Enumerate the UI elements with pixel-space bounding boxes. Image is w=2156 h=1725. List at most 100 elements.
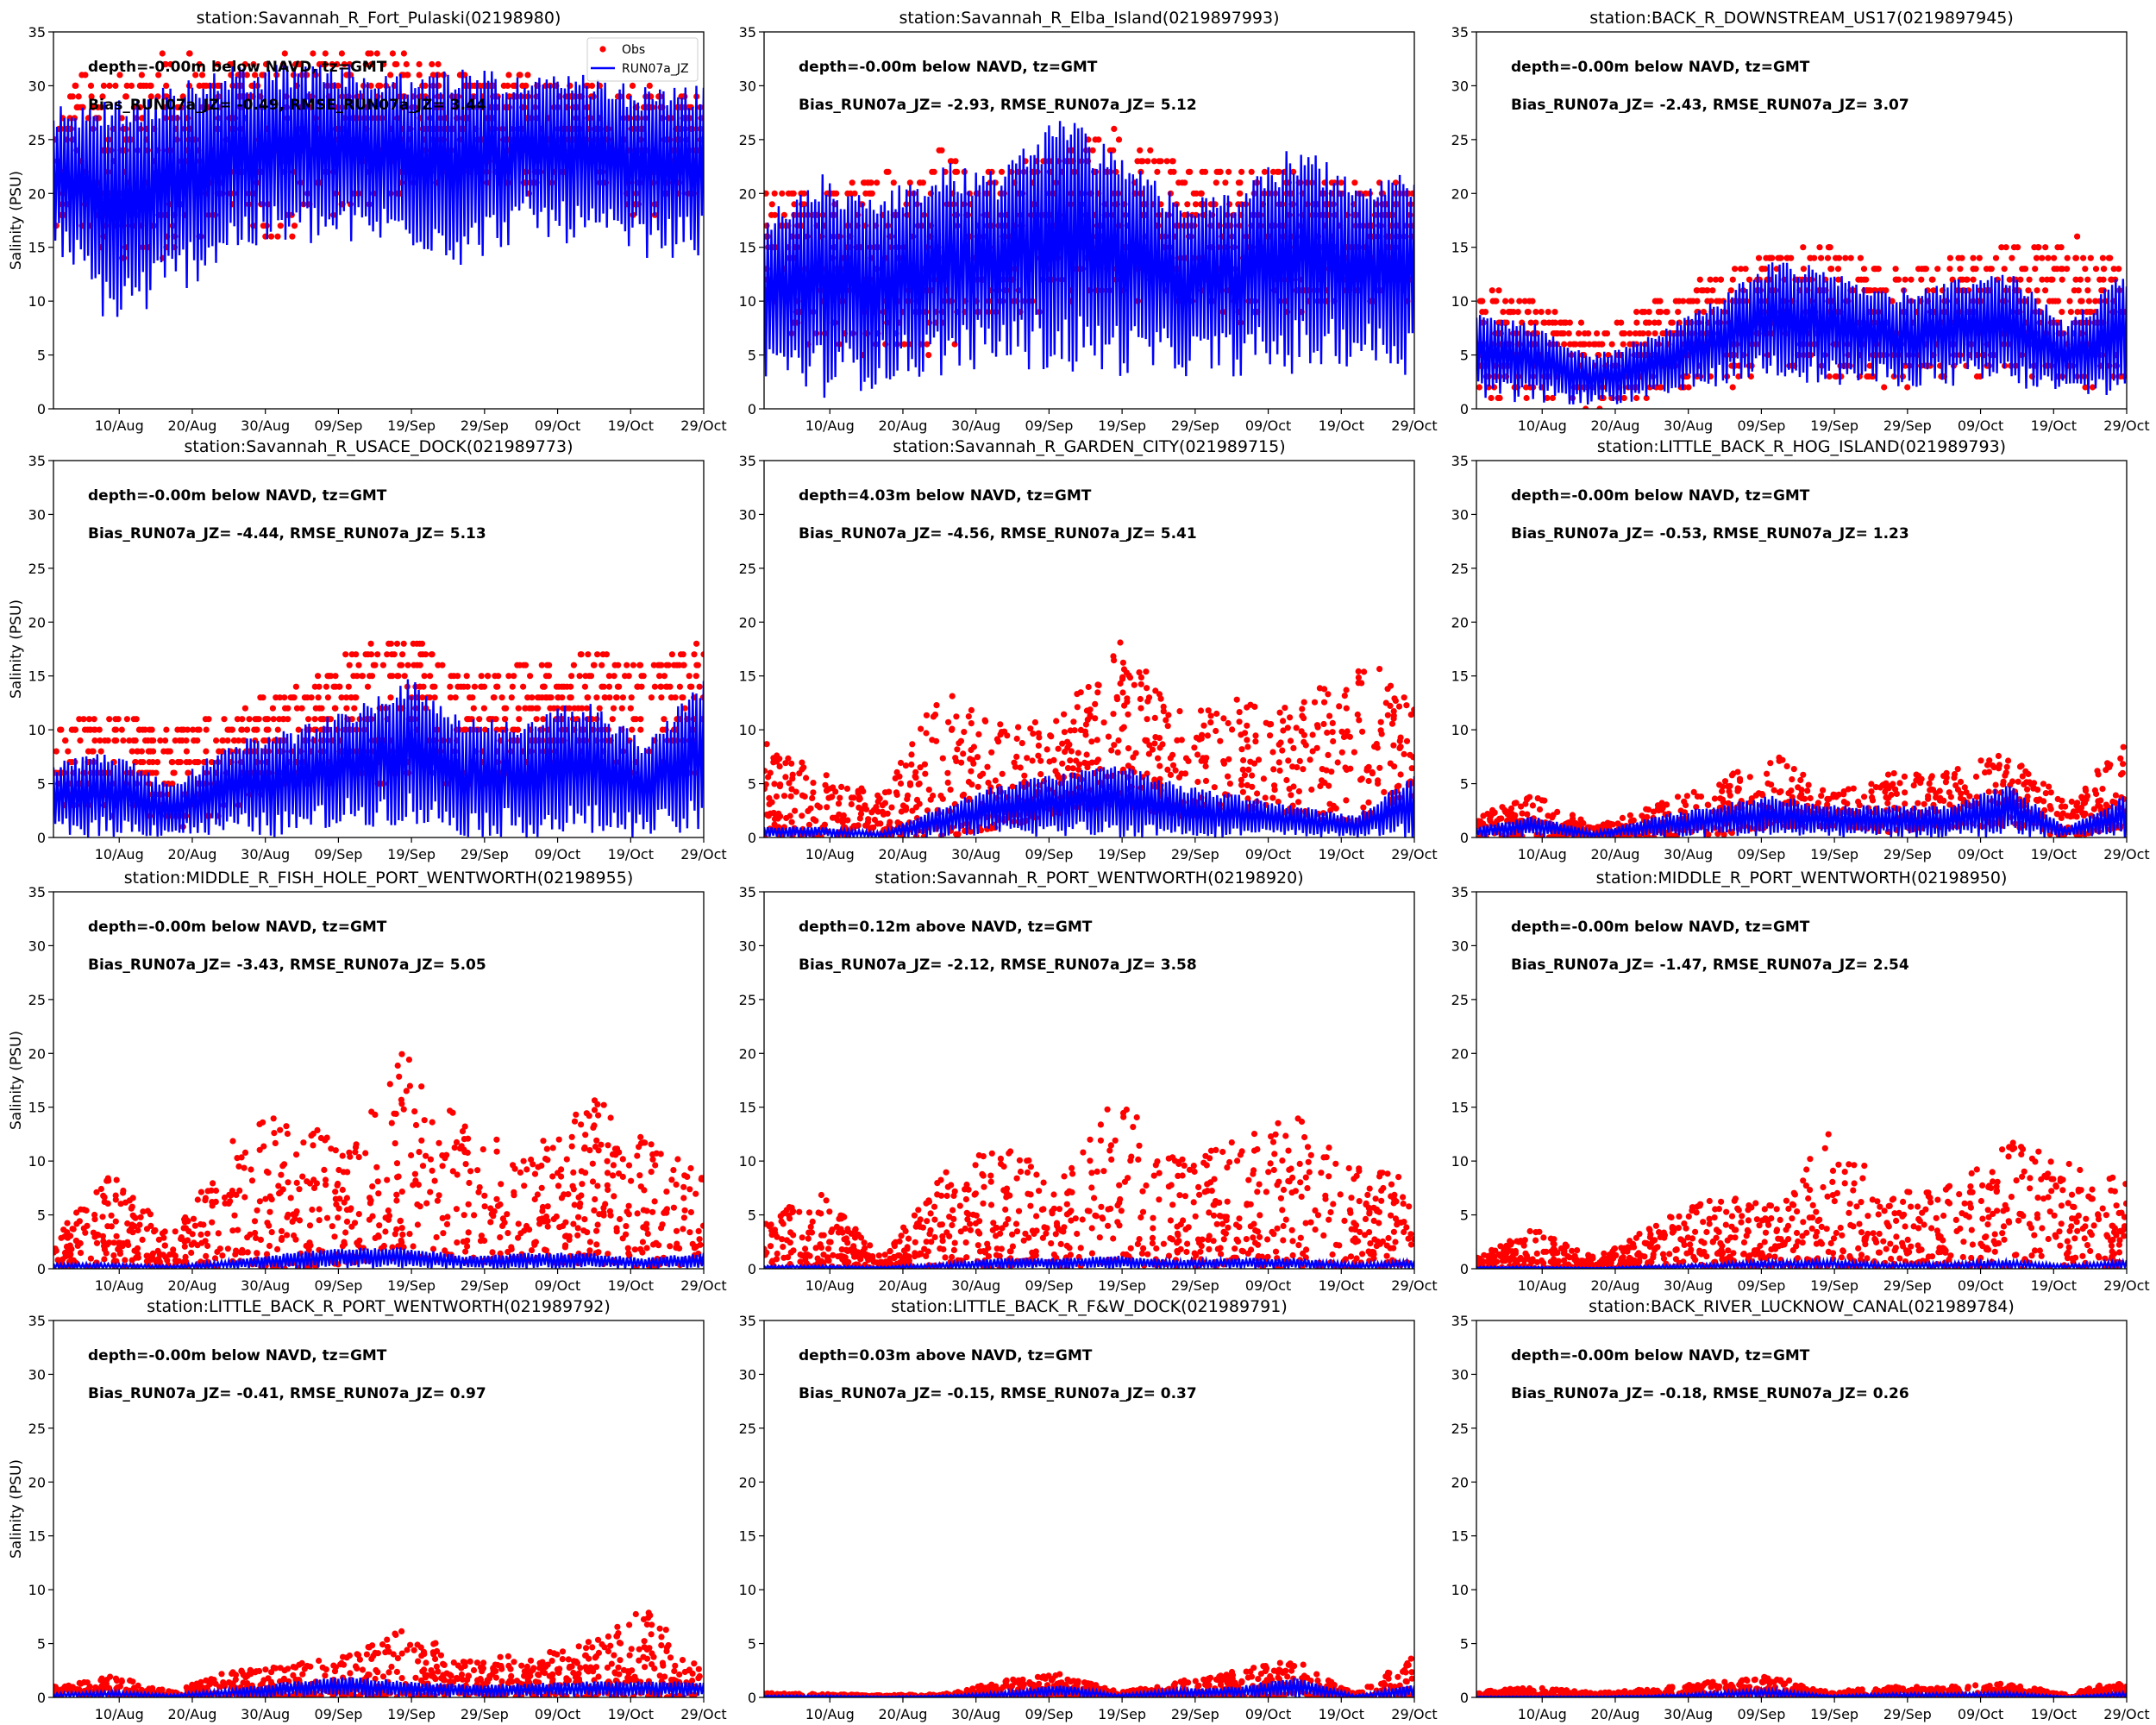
- obs-point: [1847, 254, 1854, 261]
- obs-point: [1142, 737, 1149, 743]
- obs-point: [902, 762, 909, 769]
- obs-point: [810, 789, 817, 796]
- obs-point: [1816, 244, 1823, 251]
- obs-point: [1964, 276, 1971, 283]
- obs-point: [413, 640, 420, 647]
- legend-box: [586, 37, 699, 82]
- obs-point: [1708, 298, 1714, 304]
- obs-point: [508, 694, 515, 701]
- obs-point: [1579, 341, 1586, 348]
- model-line-run07a-jz: [53, 679, 704, 837]
- axes-frame: [763, 460, 1415, 838]
- obs-point: [1299, 712, 1306, 719]
- obs-point: [370, 662, 377, 668]
- obs-point: [874, 820, 881, 827]
- obs-point: [1037, 757, 1044, 764]
- subplot-panel: station:Savannah_R_Elba_Island(021989799…: [739, 9, 1438, 434]
- obs-point: [82, 72, 89, 78]
- obs-point: [1387, 760, 1394, 767]
- obs-point: [147, 82, 154, 89]
- obs-point: [1835, 276, 1842, 283]
- obs-point: [1182, 755, 1190, 762]
- obs-point: [1521, 298, 1528, 304]
- y-axis-label: Salinity (PSU): [8, 599, 25, 699]
- obs-point: [2092, 298, 2099, 304]
- obs-point: [1061, 729, 1068, 736]
- obs-point: [766, 800, 773, 808]
- y-tick-label: 15: [1451, 240, 1469, 256]
- obs-point: [788, 786, 795, 793]
- obs-point: [80, 716, 87, 723]
- obs-point: [958, 759, 965, 766]
- obs-point: [2084, 287, 2091, 294]
- subplot-panel: station:Savannah_R_Fort_Pulaski(02198980…: [8, 9, 727, 434]
- y-tick-label: 10: [28, 722, 46, 738]
- obs-point: [1236, 718, 1243, 725]
- obs-point: [1488, 394, 1495, 402]
- obs-point: [428, 651, 435, 658]
- y-tick-label: 30: [1451, 78, 1469, 94]
- x-tick-label: 09/Sep: [314, 846, 362, 862]
- obs-point: [1160, 708, 1167, 715]
- obs-point: [435, 662, 442, 668]
- obs-point: [343, 72, 350, 78]
- obs-point: [651, 683, 659, 690]
- obs-point: [239, 716, 246, 723]
- obs-point: [1544, 394, 1551, 402]
- obs-point: [315, 694, 322, 701]
- obs-point: [359, 673, 366, 680]
- obs-point: [1707, 276, 1714, 283]
- obs-point: [887, 819, 893, 825]
- obs-point: [274, 233, 281, 240]
- obs-point: [323, 683, 329, 690]
- obs-point: [908, 751, 915, 758]
- obs-point: [1507, 309, 1514, 316]
- obs-point: [1247, 758, 1254, 765]
- obs-point: [464, 683, 471, 690]
- obs-point: [243, 72, 250, 78]
- obs-point: [677, 651, 685, 658]
- obs-point: [1276, 709, 1283, 716]
- obs-point: [1132, 750, 1139, 756]
- obs-point: [95, 104, 102, 110]
- obs-point: [921, 761, 928, 768]
- obs-point: [968, 720, 975, 727]
- obs-point: [1742, 266, 1749, 273]
- obs-point: [1496, 394, 1503, 402]
- obs-point: [1089, 147, 1096, 154]
- subplot-title: station:BACK_R_DOWNSTREAM_US17(021989794…: [1589, 9, 2014, 28]
- obs-point: [1902, 276, 1908, 283]
- x-tick-label: 19/Oct: [1319, 417, 1364, 434]
- obs-point: [665, 662, 672, 668]
- obs-point: [661, 716, 667, 723]
- obs-point: [767, 769, 774, 776]
- obs-point: [417, 662, 423, 668]
- obs-point: [2108, 276, 2115, 283]
- obs-point: [1138, 158, 1144, 165]
- obs-point: [192, 72, 199, 78]
- obs-point: [493, 683, 500, 690]
- obs-point: [1300, 766, 1307, 773]
- obs-point: [2051, 254, 2058, 261]
- obs-point: [1143, 668, 1150, 675]
- obs-point: [1338, 179, 1344, 186]
- obs-point: [399, 651, 406, 658]
- obs-point: [1408, 765, 1414, 772]
- obs-point: [137, 759, 144, 766]
- obs-point: [1068, 748, 1075, 755]
- obs-point: [1270, 766, 1277, 773]
- obs-point: [471, 683, 479, 690]
- obs-point: [539, 683, 547, 690]
- obs-point: [567, 694, 573, 701]
- obs-point: [246, 716, 253, 723]
- obs-point: [368, 673, 376, 680]
- obs-point: [1358, 680, 1365, 687]
- obs-point: [1390, 708, 1397, 715]
- x-tick-label: 19/Oct: [2031, 417, 2077, 434]
- obs-point: [172, 737, 179, 744]
- obs-point: [610, 705, 617, 712]
- obs-point: [1712, 276, 1720, 283]
- obs-point: [688, 683, 695, 690]
- obs-point: [165, 748, 172, 755]
- obs-point: [1309, 748, 1316, 755]
